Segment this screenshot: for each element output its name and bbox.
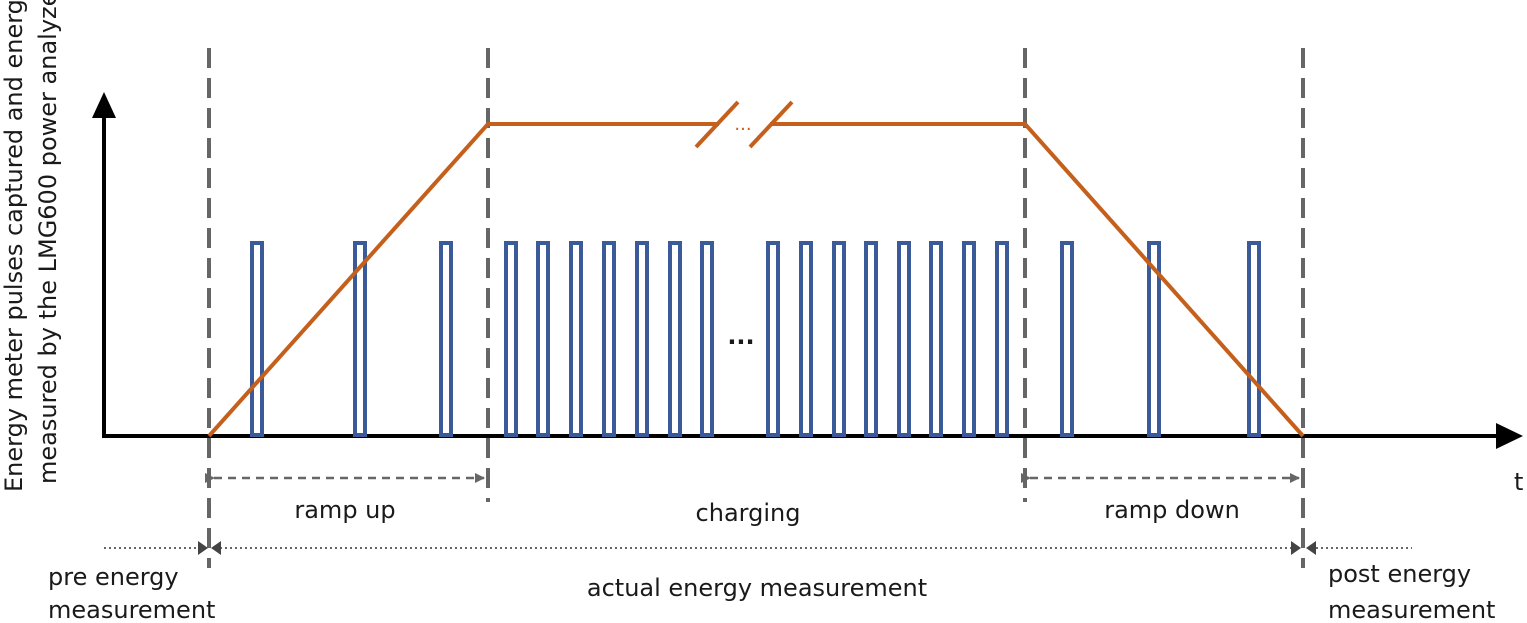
pulse-7	[602, 241, 616, 437]
pulse-16	[929, 241, 943, 437]
pulse-1	[250, 241, 264, 437]
pulse-20	[1147, 241, 1161, 437]
label-actual: actual energy measurement	[587, 574, 927, 602]
actual-start-arrowhead	[211, 541, 221, 555]
energy-curve	[207, 100, 1305, 438]
pulse-10	[700, 241, 714, 437]
pulse-4	[504, 241, 518, 437]
pulse-6	[569, 241, 583, 437]
break-mark-right	[748, 100, 794, 149]
pulse-train	[250, 241, 1261, 437]
y-axis-label-line2: measured by the LMG600 power analyzer	[34, 0, 62, 484]
pulse-13	[832, 241, 846, 437]
actual-end-arrowhead	[1291, 541, 1301, 555]
label-ramp-down: ramp down	[1104, 496, 1240, 524]
pulses-ellipsis: ...	[727, 322, 754, 350]
phase-boundaries	[207, 48, 1305, 568]
x-axis-arrowhead	[1496, 423, 1523, 449]
label-ramp-up: ramp up	[294, 496, 395, 524]
y-axis-arrowhead	[92, 92, 116, 118]
pulse-5	[536, 241, 550, 437]
pulse-14	[864, 241, 878, 437]
pulse-21	[1247, 241, 1261, 437]
pulse-12	[799, 241, 813, 437]
post-measurement-arrowhead	[1306, 541, 1316, 555]
measurement-periods	[104, 541, 1412, 555]
label-pre-line1: pre energy	[48, 563, 179, 591]
break-mark-left	[694, 100, 740, 149]
pulse-11	[766, 241, 780, 437]
energy-ramp-up	[207, 122, 719, 438]
pulse-3	[439, 241, 453, 437]
pulse-17	[962, 241, 976, 437]
pulse-19	[1060, 241, 1074, 437]
label-post-line2: measurement	[1328, 596, 1495, 623]
energy-line-ellipsis: ...	[734, 114, 751, 135]
pulse-8	[635, 241, 649, 437]
label-post-line1: post energy	[1328, 560, 1471, 588]
y-axis-label-line1: Energy meter pulses captured and energy	[0, 0, 28, 492]
t-axis-label: t	[1514, 468, 1523, 496]
energy-plateau-ramp-down	[770, 122, 1305, 438]
pre-measurement-arrowhead	[198, 541, 208, 555]
pulse-9	[668, 241, 682, 437]
pulse-2	[353, 241, 367, 437]
label-charging: charging	[696, 499, 801, 527]
pulse-18	[995, 241, 1009, 437]
label-pre-line2: measurement	[48, 596, 215, 623]
pulse-15	[897, 241, 911, 437]
